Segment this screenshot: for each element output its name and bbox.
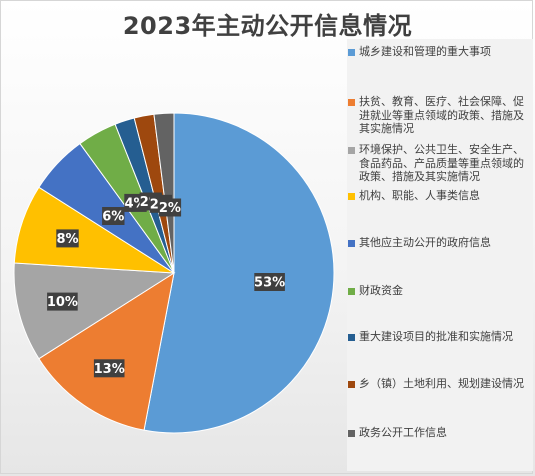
legend-label: 重大建设项目的批准和实施情况	[359, 330, 513, 343]
pie-data-labels: 53%13%10%8%6%4%2%2%2%	[47, 192, 285, 378]
legend-label: 机构、职能、人事类信息	[359, 189, 480, 202]
data-label-text: 6%	[102, 210, 124, 225]
data-label-3: 10%	[47, 292, 78, 311]
data-label-text: 8%	[56, 232, 78, 247]
legend-swatch	[348, 49, 355, 56]
data-label-text: 13%	[94, 362, 125, 377]
legend-swatch	[348, 430, 355, 437]
data-label-9: 2%	[158, 198, 182, 217]
legend-label: 乡（镇）土地利用、规划建设情况	[359, 377, 524, 390]
legend-label: 其他应主动公开的政府信息	[359, 236, 491, 249]
data-label-box	[93, 359, 125, 378]
pie-slice-3	[13, 262, 176, 360]
pie-slice-1	[143, 112, 335, 434]
pie-slice-2	[38, 271, 175, 431]
legend-label: 城乡建设和管理的重大事项	[359, 45, 491, 58]
legend-label: 财政资金	[359, 284, 403, 297]
data-label-1: 53%	[254, 273, 285, 291]
data-label-text: 10%	[47, 295, 78, 310]
data-label-5: 6%	[102, 207, 125, 225]
pie-slices	[13, 112, 335, 434]
pie-slice-9	[153, 112, 175, 274]
data-label-box	[47, 292, 78, 311]
legend-item: 环境保护、公共卫生、安全生产、食品药品、产品质量等重点领域的政策、措施及其实施情…	[347, 143, 533, 184]
data-label-2: 13%	[93, 359, 125, 378]
legend-item: 其他应主动公开的政府信息	[347, 236, 533, 250]
legend-item: 重大建设项目的批准和实施情况	[347, 330, 533, 344]
legend-swatch	[348, 147, 355, 154]
data-label-box	[56, 229, 79, 248]
legend-swatch	[348, 288, 355, 295]
legend-swatch	[348, 240, 355, 247]
legend-swatch	[348, 334, 355, 341]
legend-label: 扶贫、教育、医疗、社会保障、促进就业等重点领域的政策、措施及其实施情况	[359, 95, 524, 135]
legend-label: 环境保护、公共卫生、安全生产、食品药品、产品质量等重点领域的政策、措施及其实施情…	[359, 143, 524, 183]
data-label-text: 53%	[254, 276, 285, 291]
data-label-box	[158, 198, 182, 217]
legend: 城乡建设和管理的重大事项扶贫、教育、医疗、社会保障、促进就业等重点领域的政策、措…	[347, 39, 533, 471]
legend-item: 城乡建设和管理的重大事项	[347, 45, 533, 59]
legend-item: 乡（镇）土地利用、规划建设情况	[347, 377, 533, 391]
data-label-box	[102, 207, 125, 225]
legend-item: 机构、职能、人事类信息	[347, 189, 533, 203]
legend-swatch	[348, 193, 355, 200]
data-label-text: 2%	[159, 201, 181, 216]
legend-item: 财政资金	[347, 284, 533, 298]
legend-swatch	[348, 381, 355, 388]
legend-item: 政务公开工作信息	[347, 426, 533, 440]
data-label-4: 8%	[56, 229, 79, 248]
data-label-box	[254, 273, 285, 291]
chart-title: 2023年主动公开信息情况	[122, 12, 413, 40]
legend-item: 扶贫、教育、医疗、社会保障、促进就业等重点领域的政策、措施及其实施情况	[347, 95, 533, 136]
legend-swatch	[348, 99, 355, 106]
legend-label: 政务公开工作信息	[359, 426, 447, 439]
